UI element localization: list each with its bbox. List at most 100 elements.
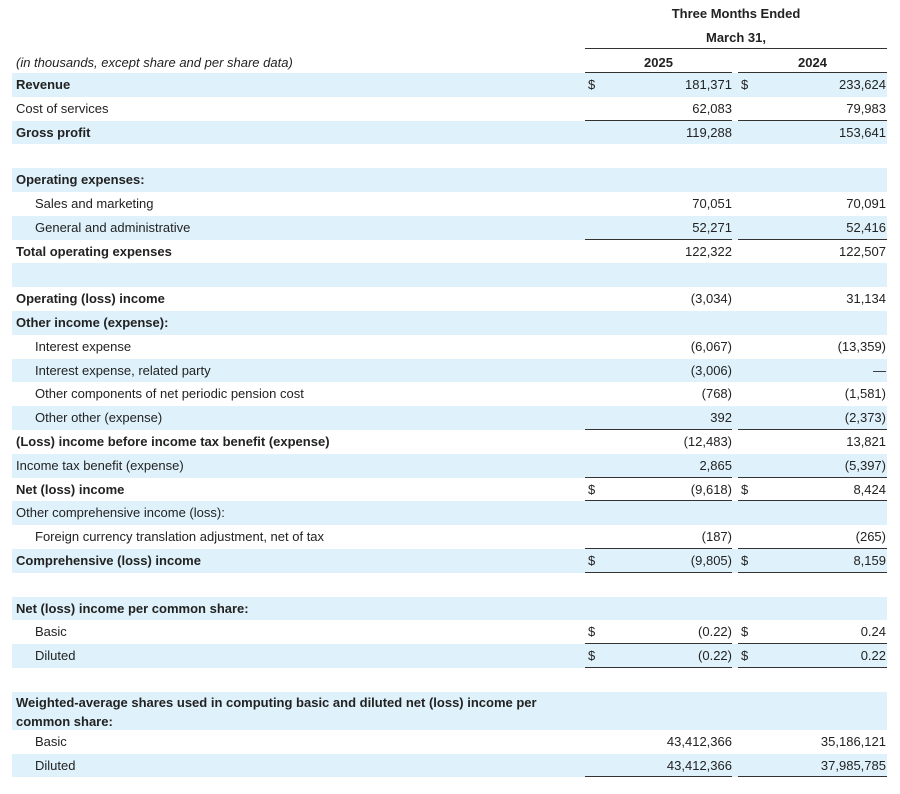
value-2025: 181,371: [685, 77, 732, 92]
table-row: Foreign currency translation adjustment,…: [12, 525, 887, 549]
row-label: Other components of net periodic pension…: [35, 386, 304, 402]
value-2025: (0.22): [698, 648, 732, 664]
row-label: Interest expense: [35, 338, 132, 354]
row-label: Operating expenses:: [16, 172, 145, 188]
row-label: Cost of services: [16, 100, 109, 116]
row-label: Other income (expense):: [16, 315, 169, 330]
subtotal-rule-2025: [585, 666, 732, 668]
subtotal-rule-2024: [738, 119, 887, 121]
currency-symbol-2024: $: [741, 553, 749, 568]
row-label: Basic: [35, 733, 67, 749]
subtotal-rule-2024: [738, 571, 887, 573]
row-label: Comprehensive (loss) income: [16, 553, 201, 568]
table-row: Interest expense, related party (3,006) —: [12, 358, 887, 383]
value-2024: 8,424: [853, 481, 886, 497]
subtotal-rule-2024: [738, 643, 887, 645]
spacer-row: [12, 668, 887, 692]
row-label: Gross profit: [16, 124, 91, 140]
subtotal-rule-2024: [738, 776, 887, 778]
table-row: Basic $ (0.22) $0.24: [12, 620, 887, 645]
row-label: Net (loss) income per common share:: [16, 600, 249, 616]
value-2024: 70,091: [846, 196, 886, 211]
subtotal-rule-2025: [585, 476, 732, 478]
table-row: Diluted $ (0.22) $0.22: [12, 644, 887, 668]
subtotal-rule-2025: [585, 643, 732, 645]
value-2024: 8,159: [853, 553, 886, 568]
value-2025: (9,805): [690, 553, 732, 568]
table-row: Other comprehensive income (loss):: [12, 501, 887, 526]
table-row: Sales and marketing 70,051 70,091: [12, 192, 887, 216]
row-label: Net (loss) income: [16, 481, 125, 497]
spacer-row: [12, 573, 887, 597]
table-row: Total operating expenses 122,322 122,507: [12, 240, 887, 264]
currency-symbol-2025: $: [588, 553, 596, 568]
value-2025: (12,483): [683, 434, 732, 449]
currency-symbol-2025: $: [588, 624, 596, 640]
value-2024: 52,416: [846, 219, 886, 235]
value-2024: 0.24: [860, 624, 886, 640]
value-2025: 70,051: [692, 196, 732, 211]
period-header-line2: March 31,: [706, 30, 766, 45]
subtotal-rule-2025: [585, 547, 732, 549]
table-row: (Loss) income before income tax benefit …: [12, 430, 887, 454]
row-label: Income tax benefit (expense): [16, 457, 184, 473]
value-2024: (1,581): [844, 386, 886, 402]
row-label: Diluted: [35, 757, 76, 773]
table-row: Gross profit 119,288 153,641: [12, 120, 887, 145]
value-2025: 43,412,366: [666, 733, 732, 749]
value-2025: (768): [701, 386, 732, 402]
row-label: Revenue: [16, 77, 71, 92]
table-row: Other income (expense):: [12, 311, 887, 335]
table-row: Revenue $181,371 $233,624: [12, 73, 887, 97]
row-label: Other other (expense): [35, 410, 163, 426]
row-label: Sales and marketing: [35, 196, 154, 211]
subtotal-rule-2024: [738, 500, 887, 502]
column-header-rule-2024: [738, 72, 887, 73]
period-header-line1: Three Months Ended: [671, 6, 801, 21]
table-row: Basic 43,412,366 35,186,121: [12, 730, 887, 754]
table-row: Income tax benefit (expense) 2,865 (5,397): [12, 453, 887, 478]
row-label: Interest expense, related party: [35, 362, 211, 378]
value-2024: 13,821: [846, 434, 886, 449]
column-header-rule-2025: [585, 72, 732, 73]
value-2025: 119,288: [685, 124, 732, 140]
row-label: Diluted: [35, 648, 76, 664]
value-2025: 43,412,366: [666, 757, 732, 773]
subtotal-rule-2024: [738, 476, 887, 478]
subtotal-rule-2024: [738, 238, 887, 240]
units-note: (in thousands, except share and per shar…: [16, 55, 293, 70]
value-2025: 392: [710, 410, 732, 426]
value-2025: (187): [701, 529, 732, 545]
value-2025: (9,618): [690, 481, 732, 497]
column-header-2025: 2025: [644, 55, 673, 70]
row-label: Basic: [35, 624, 67, 640]
currency-symbol-2024: $: [741, 624, 749, 640]
value-2025: 52,271: [692, 219, 732, 235]
value-2024: —: [873, 362, 886, 378]
subtotal-rule-2025: [585, 428, 732, 430]
value-2025: (6,067): [690, 338, 732, 354]
table-row: Operating (loss) income (3,034) 31,134: [12, 287, 887, 311]
spacer-row: [12, 144, 887, 168]
subtotal-rule-2024: [738, 666, 887, 668]
row-label: (Loss) income before income tax benefit …: [16, 434, 330, 449]
row-label: Other comprehensive income (loss):: [16, 505, 225, 521]
table-row: Operating expenses:: [12, 168, 887, 192]
value-2025: (0.22): [698, 624, 732, 640]
currency-symbol-2024: $: [741, 648, 749, 664]
value-2025: 122,322: [685, 243, 732, 259]
value-2025: (3,034): [690, 291, 732, 307]
row-label: Operating (loss) income: [16, 291, 165, 307]
currency-symbol-2024: $: [741, 77, 749, 92]
table-row: Comprehensive (loss) income $ (9,805) $8,15…: [12, 549, 887, 573]
currency-symbol-2025: $: [588, 77, 596, 92]
row-label: Total operating expenses: [16, 243, 172, 259]
currency-symbol-2024: $: [741, 481, 749, 497]
subtotal-rule-2025: [585, 776, 732, 778]
table-row: General and administrative 52,271 52,416: [12, 215, 887, 240]
table-row: Other other (expense) 392 (2,373): [12, 406, 887, 430]
currency-symbol-2025: $: [588, 648, 596, 664]
table-row: Diluted 43,412,366 37,985,785: [12, 753, 887, 778]
subtotal-rule-2024: [738, 428, 887, 430]
row-label: Weighted-average shares used in computin…: [16, 694, 537, 729]
